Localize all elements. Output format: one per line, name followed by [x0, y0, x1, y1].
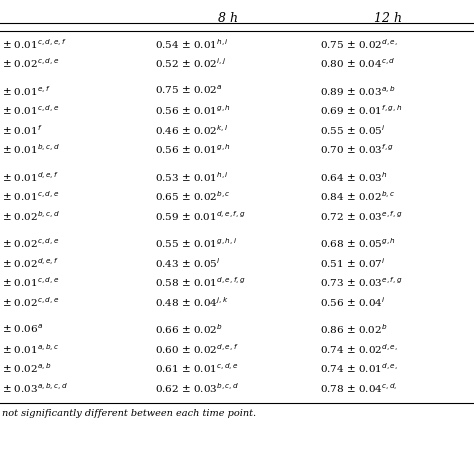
Text: 0.60 $\pm$ 0.02$^{d,e,f}$: 0.60 $\pm$ 0.02$^{d,e,f}$: [155, 342, 238, 356]
Text: $\pm$ 0.01$^{f}$: $\pm$ 0.01$^{f}$: [2, 123, 43, 137]
Text: 0.56 $\pm$ 0.01$^{g,h}$: 0.56 $\pm$ 0.01$^{g,h}$: [155, 103, 231, 117]
Text: 8 h: 8 h: [218, 12, 238, 25]
Text: 0.75 $\pm$ 0.02$^{a}$: 0.75 $\pm$ 0.02$^{a}$: [155, 84, 223, 96]
Text: 0.55 $\pm$ 0.01$^{g,h,i}$: 0.55 $\pm$ 0.01$^{g,h,i}$: [155, 237, 237, 250]
Text: $\pm$ 0.01$^{c,d,e}$: $\pm$ 0.01$^{c,d,e}$: [2, 275, 59, 289]
Text: 0.56 $\pm$ 0.04$^{i}$: 0.56 $\pm$ 0.04$^{i}$: [320, 295, 385, 309]
Text: 0.74 $\pm$ 0.02$^{d,e,}$: 0.74 $\pm$ 0.02$^{d,e,}$: [320, 342, 398, 356]
Text: 0.54 $\pm$ 0.01$^{h,i}$: 0.54 $\pm$ 0.01$^{h,i}$: [155, 37, 229, 51]
Text: $\pm$ 0.01$^{e,f}$: $\pm$ 0.01$^{e,f}$: [2, 84, 51, 98]
Text: $\pm$ 0.02$^{c,d,e}$: $\pm$ 0.02$^{c,d,e}$: [2, 237, 59, 250]
Text: $\pm$ 0.01$^{a,b,c}$: $\pm$ 0.01$^{a,b,c}$: [2, 342, 60, 356]
Text: $\pm$ 0.02$^{c,d,e}$: $\pm$ 0.02$^{c,d,e}$: [2, 295, 59, 309]
Text: $\pm$ 0.01$^{c,d,e}$: $\pm$ 0.01$^{c,d,e}$: [2, 190, 59, 203]
Text: 0.56 $\pm$ 0.01$^{g,h}$: 0.56 $\pm$ 0.01$^{g,h}$: [155, 143, 231, 156]
Text: 0.68 $\pm$ 0.05$^{g,h}$: 0.68 $\pm$ 0.05$^{g,h}$: [320, 237, 396, 250]
Text: 0.69 $\pm$ 0.01$^{f,g,h}$: 0.69 $\pm$ 0.01$^{f,g,h}$: [320, 103, 402, 117]
Text: 0.78 $\pm$ 0.04$^{c,d,}$: 0.78 $\pm$ 0.04$^{c,d,}$: [320, 381, 398, 395]
Text: $\pm$ 0.01$^{c,d,e,f}$: $\pm$ 0.01$^{c,d,e,f}$: [2, 37, 67, 51]
Text: 0.51 $\pm$ 0.07$^{i}$: 0.51 $\pm$ 0.07$^{i}$: [320, 256, 385, 270]
Text: 0.59 $\pm$ 0.01$^{d,e,f,g}$: 0.59 $\pm$ 0.01$^{d,e,f,g}$: [155, 209, 246, 223]
Text: 0.73 $\pm$ 0.03$^{e,f,g}$: 0.73 $\pm$ 0.03$^{e,f,g}$: [320, 275, 402, 289]
Text: 0.52 $\pm$ 0.02$^{i,j}$: 0.52 $\pm$ 0.02$^{i,j}$: [155, 56, 227, 70]
Text: 0.65 $\pm$ 0.02$^{b,c}$: 0.65 $\pm$ 0.02$^{b,c}$: [155, 190, 231, 203]
Text: 0.58 $\pm$ 0.01$^{d,e,f,g}$: 0.58 $\pm$ 0.01$^{d,e,f,g}$: [155, 275, 246, 289]
Text: 0.75 $\pm$ 0.02$^{d,e,}$: 0.75 $\pm$ 0.02$^{d,e,}$: [320, 37, 398, 51]
Text: 0.46 $\pm$ 0.02$^{k,l}$: 0.46 $\pm$ 0.02$^{k,l}$: [155, 123, 228, 137]
Text: 0.80 $\pm$ 0.04$^{c,d}$: 0.80 $\pm$ 0.04$^{c,d}$: [320, 56, 396, 70]
Text: not significantly different between each time point.: not significantly different between each…: [2, 409, 256, 418]
Text: 0.89 $\pm$ 0.03$^{a,b}$: 0.89 $\pm$ 0.03$^{a,b}$: [320, 84, 396, 98]
Text: $\pm$ 0.03$^{a,b,c,d}$: $\pm$ 0.03$^{a,b,c,d}$: [2, 381, 68, 395]
Text: 0.48 $\pm$ 0.04$^{j,k}$: 0.48 $\pm$ 0.04$^{j,k}$: [155, 295, 229, 309]
Text: $\pm$ 0.02$^{b,c,d}$: $\pm$ 0.02$^{b,c,d}$: [2, 209, 60, 223]
Text: 0.62 $\pm$ 0.03$^{b,c,d}$: 0.62 $\pm$ 0.03$^{b,c,d}$: [155, 381, 239, 395]
Text: $\pm$ 0.02$^{a,b}$: $\pm$ 0.02$^{a,b}$: [2, 362, 52, 375]
Text: $\pm$ 0.01$^{b,c,d}$: $\pm$ 0.01$^{b,c,d}$: [2, 143, 60, 156]
Text: 0.74 $\pm$ 0.01$^{d,e,}$: 0.74 $\pm$ 0.01$^{d,e,}$: [320, 362, 398, 375]
Text: $\pm$ 0.02$^{c,d,e}$: $\pm$ 0.02$^{c,d,e}$: [2, 56, 59, 70]
Text: 0.55 $\pm$ 0.05$^{i}$: 0.55 $\pm$ 0.05$^{i}$: [320, 123, 385, 137]
Text: 0.61 $\pm$ 0.01$^{c,d,e}$: 0.61 $\pm$ 0.01$^{c,d,e}$: [155, 362, 239, 375]
Text: 12 h: 12 h: [374, 12, 402, 25]
Text: 0.84 $\pm$ 0.02$^{b,c}$: 0.84 $\pm$ 0.02$^{b,c}$: [320, 190, 395, 203]
Text: $\pm$ 0.01$^{c,d,e}$: $\pm$ 0.01$^{c,d,e}$: [2, 103, 59, 117]
Text: $\pm$ 0.06$^{a}$: $\pm$ 0.06$^{a}$: [2, 322, 43, 335]
Text: $\pm$ 0.01$^{d,e,f}$: $\pm$ 0.01$^{d,e,f}$: [2, 170, 59, 184]
Text: $\pm$ 0.02$^{d,e,f}$: $\pm$ 0.02$^{d,e,f}$: [2, 256, 59, 270]
Text: 0.86 $\pm$ 0.02$^{b}$: 0.86 $\pm$ 0.02$^{b}$: [320, 322, 387, 336]
Text: 0.53 $\pm$ 0.01$^{h,i}$: 0.53 $\pm$ 0.01$^{h,i}$: [155, 170, 229, 184]
Text: 0.70 $\pm$ 0.03$^{f,g}$: 0.70 $\pm$ 0.03$^{f,g}$: [320, 143, 394, 156]
Text: 0.64 $\pm$ 0.03$^{h}$: 0.64 $\pm$ 0.03$^{h}$: [320, 170, 388, 184]
Text: 0.72 $\pm$ 0.03$^{e,f,g}$: 0.72 $\pm$ 0.03$^{e,f,g}$: [320, 209, 402, 223]
Text: 0.66 $\pm$ 0.02$^{b}$: 0.66 $\pm$ 0.02$^{b}$: [155, 322, 223, 336]
Text: 0.43 $\pm$ 0.05$^{l}$: 0.43 $\pm$ 0.05$^{l}$: [155, 256, 220, 270]
